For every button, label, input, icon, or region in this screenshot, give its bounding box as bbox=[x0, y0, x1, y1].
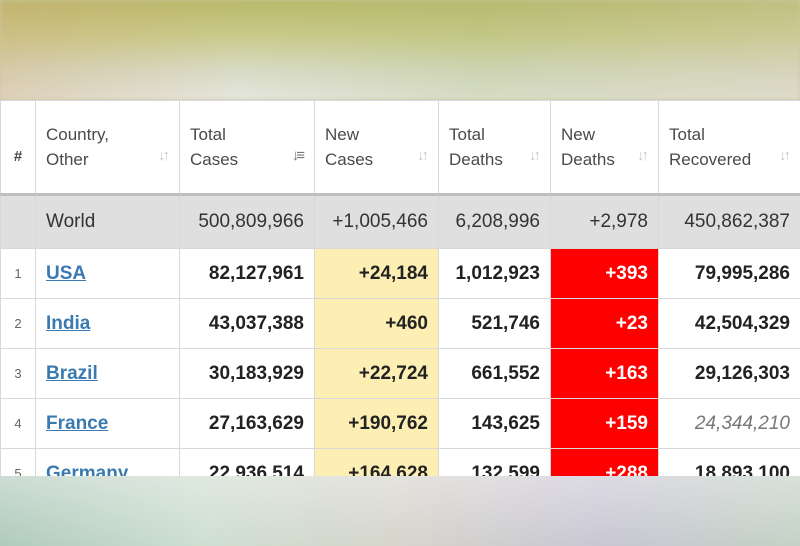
column-header-new-deaths[interactable]: New Deaths ↓↑ bbox=[550, 100, 659, 196]
column-header-rank: # bbox=[0, 100, 36, 196]
column-header-label: Other bbox=[46, 150, 89, 169]
total-deaths-cell: 521,746 bbox=[438, 298, 551, 349]
column-header-label: Total bbox=[190, 125, 226, 144]
rank-cell: 2 bbox=[0, 298, 36, 349]
rank-cell: 5 bbox=[0, 448, 36, 476]
new-deaths-cell: +159 bbox=[550, 398, 659, 449]
total-deaths-cell: 132,599 bbox=[438, 448, 551, 476]
new-deaths-cell: +163 bbox=[550, 348, 659, 399]
column-header-label: Cases bbox=[190, 150, 239, 169]
country-link-germany[interactable]: Germany bbox=[46, 462, 129, 477]
new-cases-cell: +164,628 bbox=[314, 448, 439, 476]
column-header-label: Deaths bbox=[561, 150, 615, 169]
column-header-label: Total bbox=[449, 125, 485, 144]
rank-cell: 1 bbox=[0, 248, 36, 299]
new-cases-cell: +22,724 bbox=[314, 348, 439, 399]
world-label: World bbox=[35, 194, 180, 249]
country-cell: Brazil bbox=[35, 348, 180, 399]
table-row: 4 France 27,163,629 +190,762 143,625 +15… bbox=[0, 398, 800, 449]
total-recovered-cell: 29,126,303 bbox=[658, 348, 800, 399]
total-recovered-cell: 24,344,210 bbox=[658, 398, 800, 449]
country-link-brazil[interactable]: Brazil bbox=[46, 362, 98, 384]
total-deaths-cell: 6,208,996 bbox=[438, 194, 551, 249]
total-recovered-cell: 42,504,329 bbox=[658, 298, 800, 349]
sort-icon[interactable]: ↓↑ bbox=[158, 147, 170, 164]
column-header-label: Recovered bbox=[669, 150, 752, 169]
total-cases-cell: 27,163,629 bbox=[179, 398, 315, 449]
new-deaths-cell: +393 bbox=[550, 248, 659, 299]
column-header-label: New bbox=[561, 125, 596, 144]
country-link-usa[interactable]: USA bbox=[46, 262, 87, 284]
column-header-new-cases[interactable]: New Cases ↓↑ bbox=[314, 100, 439, 196]
sort-icon[interactable]: ↓↑ bbox=[637, 147, 649, 164]
table-row: 3 Brazil 30,183,929 +22,724 661,552 +163… bbox=[0, 348, 800, 399]
blurred-background-bottom bbox=[0, 476, 800, 546]
total-deaths-cell: 143,625 bbox=[438, 398, 551, 449]
country-link-france[interactable]: France bbox=[46, 412, 109, 434]
rank-cell: 3 bbox=[0, 348, 36, 399]
total-recovered-cell: 18,893,100 bbox=[658, 448, 800, 476]
total-cases-cell: 30,183,929 bbox=[179, 348, 315, 399]
table-header-row: # Country, Other ↓↑ Total Cases ↓≡ bbox=[0, 100, 800, 196]
rank-cell bbox=[0, 194, 36, 249]
country-cell: India bbox=[35, 298, 180, 349]
country-cell: Germany bbox=[35, 448, 180, 477]
country-cell: USA bbox=[35, 248, 180, 299]
column-header-label: New bbox=[325, 125, 360, 144]
new-deaths-cell: +2,978 bbox=[550, 194, 659, 249]
total-cases-cell: 22,936,514 bbox=[179, 448, 315, 476]
new-cases-cell: +190,762 bbox=[314, 398, 439, 449]
rank-cell: 4 bbox=[0, 398, 36, 449]
column-header-label: Total bbox=[669, 125, 705, 144]
column-header-total-cases[interactable]: Total Cases ↓≡ bbox=[179, 100, 315, 196]
sort-icon[interactable]: ↓↑ bbox=[779, 147, 791, 164]
total-deaths-cell: 661,552 bbox=[438, 348, 551, 399]
total-deaths-cell: 1,012,923 bbox=[438, 248, 551, 299]
table-row: 2 India 43,037,388 +460 521,746 +23 42,5… bbox=[0, 298, 800, 349]
total-cases-cell: 43,037,388 bbox=[179, 298, 315, 349]
covid-stats-table: # Country, Other ↓↑ Total Cases ↓≡ bbox=[0, 100, 800, 476]
new-cases-cell: +24,184 bbox=[314, 248, 439, 299]
world-total-row: World 500,809,966 +1,005,466 6,208,996 +… bbox=[0, 194, 800, 249]
column-header-label: Cases bbox=[325, 150, 374, 169]
total-recovered-cell: 450,862,387 bbox=[658, 194, 800, 249]
sort-icon[interactable]: ↓↑ bbox=[529, 147, 541, 164]
column-header-country[interactable]: Country, Other ↓↑ bbox=[35, 100, 180, 196]
column-header-total-recovered[interactable]: Total Recovered ↓↑ bbox=[658, 100, 800, 196]
new-cases-cell: +460 bbox=[314, 298, 439, 349]
new-deaths-cell: +23 bbox=[550, 298, 659, 349]
table-row: 1 USA 82,127,961 +24,184 1,012,923 +393 … bbox=[0, 248, 800, 299]
total-cases-cell: 82,127,961 bbox=[179, 248, 315, 299]
new-deaths-cell: +288 bbox=[550, 448, 659, 476]
total-recovered-cell: 79,995,286 bbox=[658, 248, 800, 299]
column-header-label: Country, bbox=[46, 125, 109, 144]
sort-descending-icon[interactable]: ↓≡ bbox=[291, 147, 305, 164]
column-header-total-deaths[interactable]: Total Deaths ↓↑ bbox=[438, 100, 551, 196]
column-header-label: # bbox=[13, 147, 23, 165]
country-cell: France bbox=[35, 398, 180, 449]
covid-stats-table-container: # Country, Other ↓↑ Total Cases ↓≡ bbox=[0, 100, 800, 476]
sort-icon[interactable]: ↓↑ bbox=[417, 147, 429, 164]
total-cases-cell: 500,809,966 bbox=[179, 194, 315, 249]
column-header-label: Deaths bbox=[449, 150, 503, 169]
table-row: 5 Germany 22,936,514 +164,628 132,599 +2… bbox=[0, 448, 800, 477]
new-cases-cell: +1,005,466 bbox=[314, 194, 439, 249]
country-link-india[interactable]: India bbox=[46, 312, 91, 334]
blurred-background-top bbox=[0, 0, 800, 100]
